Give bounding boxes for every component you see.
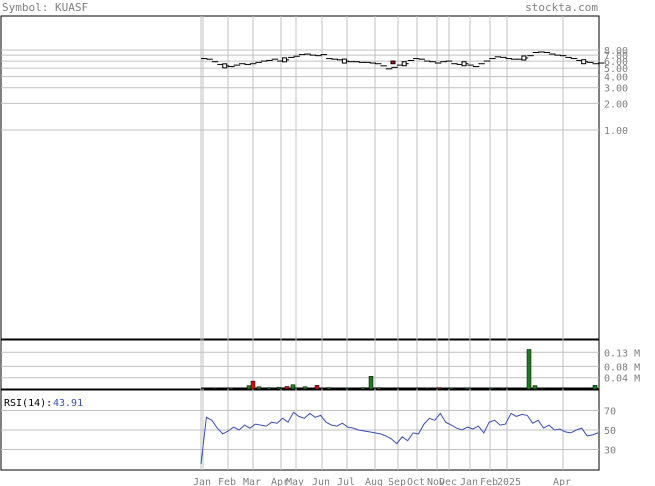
price-candle-up bbox=[401, 61, 407, 67]
price-marks bbox=[201, 51, 605, 70]
volume-bar bbox=[526, 349, 532, 390]
price-tick-label: 4.00 bbox=[604, 73, 628, 84]
month-tick-label: Feb bbox=[218, 477, 236, 486]
month-tick-label: Apr bbox=[271, 477, 289, 486]
volume-bar bbox=[360, 387, 366, 390]
rsi-label: RSI(14): bbox=[4, 398, 52, 409]
rsi-tick-label: 50 bbox=[604, 426, 616, 437]
volume-bar bbox=[326, 387, 332, 390]
month-tick-label: Dec bbox=[439, 477, 457, 486]
volume-bar bbox=[344, 387, 350, 390]
volume-bars bbox=[201, 349, 598, 390]
price-tick-label: 1.00 bbox=[604, 126, 628, 137]
volume-bar bbox=[276, 387, 282, 390]
price-panel-border bbox=[0, 15, 600, 340]
symbol-label: Symbol: KUASF bbox=[2, 1, 88, 14]
price-candle-down bbox=[390, 60, 396, 65]
price-candle-up bbox=[341, 58, 347, 64]
volume-bar bbox=[284, 386, 290, 390]
price-tick-label: 3.00 bbox=[604, 84, 628, 95]
rsi-tick-label: 70 bbox=[604, 407, 616, 418]
volume-bar bbox=[250, 380, 256, 390]
price-tick-label: 8.00 bbox=[604, 46, 628, 57]
grid-lines bbox=[1, 16, 599, 470]
volume-bar bbox=[448, 387, 454, 390]
price-candle-up bbox=[461, 61, 467, 67]
volume-bar bbox=[376, 387, 382, 390]
month-tick-label: Aug bbox=[365, 477, 383, 486]
price-tick-label: 6.00 bbox=[604, 57, 628, 68]
volume-bar bbox=[532, 385, 538, 390]
volume-tick-label: 0.04 M bbox=[604, 374, 640, 385]
volume-bar bbox=[290, 384, 296, 390]
volume-bar bbox=[246, 385, 252, 390]
month-tick-label: Mar bbox=[243, 477, 261, 486]
month-tick-label: Oct bbox=[407, 477, 425, 486]
rsi-line bbox=[200, 411, 599, 465]
volume-bar bbox=[500, 387, 506, 390]
month-tick-label: Nov bbox=[427, 477, 445, 486]
price-tick-label: 2.00 bbox=[604, 99, 628, 110]
month-tick-label: Jul bbox=[337, 477, 355, 486]
month-tick-label: May bbox=[286, 477, 304, 486]
volume-bar bbox=[488, 387, 494, 390]
month-tick-label: Sep bbox=[388, 477, 406, 486]
volume-tick-label: 0.13 M bbox=[604, 348, 640, 359]
month-tick-label: Jun bbox=[312, 477, 330, 486]
volume-bar bbox=[212, 387, 218, 390]
price-panel bbox=[0, 15, 600, 340]
month-tick-label: 2025 bbox=[497, 477, 521, 486]
price-candle-up bbox=[222, 63, 228, 69]
month-tick-label: Feb bbox=[480, 477, 498, 486]
month-tick-label: Jan bbox=[193, 477, 211, 486]
price-candle-up bbox=[282, 57, 288, 63]
rsi-line-group bbox=[200, 411, 599, 465]
site-label: stockta.com bbox=[525, 1, 598, 14]
volume-bar bbox=[424, 387, 430, 390]
price-candle-up bbox=[581, 59, 587, 65]
month-tick-label: Jan bbox=[460, 477, 478, 486]
volume-bar bbox=[540, 387, 546, 390]
volume-bar bbox=[436, 387, 442, 390]
price-candle-up bbox=[521, 55, 527, 61]
rsi-tick-labels: 70 50 30 bbox=[604, 407, 616, 457]
volume-panel bbox=[0, 339, 600, 390]
volume-tick-labels: 0.13 M 0.08 M0.04 M bbox=[604, 348, 640, 384]
volume-bar bbox=[464, 387, 470, 390]
volume-bar bbox=[256, 386, 262, 390]
volume-bar bbox=[314, 385, 320, 390]
volume-bar bbox=[592, 385, 598, 390]
price-tick-label: 7.00 bbox=[604, 51, 628, 62]
rsi-value: 43.91 bbox=[53, 398, 83, 409]
month-tick-label: Apr bbox=[553, 477, 571, 486]
price-tick-labels: 8.007.006.005.004.003.00 2.00 1.00 bbox=[604, 46, 628, 137]
volume-bar bbox=[266, 387, 272, 390]
price-tick-label: 5.00 bbox=[604, 64, 628, 75]
volume-tick-label: 0.08 M bbox=[604, 362, 640, 373]
volume-bar bbox=[368, 376, 374, 390]
volume-panel-border bbox=[0, 339, 600, 390]
volume-bar bbox=[302, 386, 308, 390]
volume-bar bbox=[228, 387, 234, 390]
rsi-tick-label: 30 bbox=[604, 446, 616, 457]
